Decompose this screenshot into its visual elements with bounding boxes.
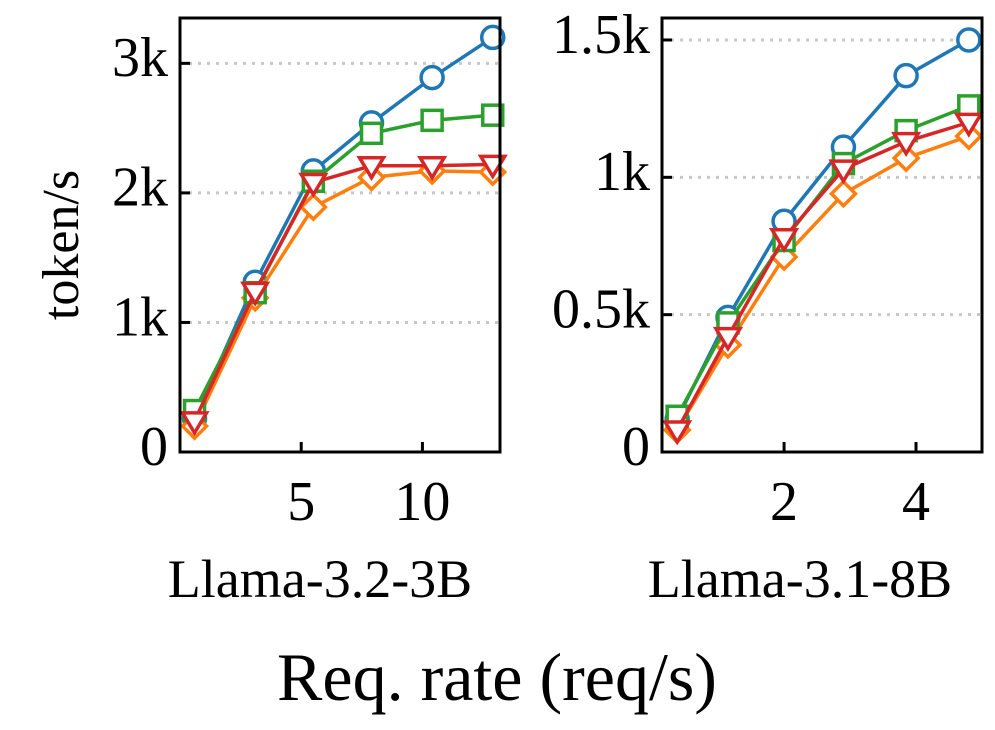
y-tick-label: 0.5k (552, 279, 650, 341)
series-circle (181, 24, 506, 432)
data-point (768, 227, 800, 254)
data-point (953, 112, 984, 138)
data-point (359, 121, 384, 146)
x-tick-label: 2 (770, 471, 798, 533)
x-tick-label: 4 (902, 471, 930, 533)
series-line (192, 113, 493, 412)
y-tick-label: 3k (112, 27, 168, 89)
axes-frame (178, 16, 502, 454)
x-tick-label: 10 (394, 471, 450, 533)
series-line (192, 169, 493, 427)
data-point (419, 64, 445, 91)
series-triangle-down (662, 112, 984, 446)
series-square (665, 94, 981, 429)
y-tick-label: 1.5k (552, 4, 650, 66)
data-point (420, 108, 444, 133)
axes-frame (660, 16, 984, 454)
series-line (192, 162, 493, 422)
y-tick-label: 1k (112, 286, 168, 348)
series-square (182, 103, 505, 423)
data-point (479, 24, 506, 51)
x-tick-label: 5 (287, 471, 315, 533)
series-diamond (180, 156, 508, 441)
panel-label: Llama-3.2-3B (168, 549, 472, 609)
y-tick-label: 2k (112, 157, 168, 219)
data-point (712, 326, 744, 353)
data-point (480, 103, 505, 127)
x-axis-label: Req. rate (req/s) (277, 639, 717, 715)
panel-llama-3-2-3b: 0 1k 2k 3k 5 10 Llama-3.2-3B (112, 16, 508, 609)
data-point (828, 159, 859, 185)
series-line (675, 134, 970, 431)
data-point (891, 143, 921, 173)
data-point (893, 62, 919, 89)
data-point (356, 155, 387, 182)
y-tick-label: 0 (140, 416, 168, 478)
data-point (298, 192, 328, 222)
data-point (828, 179, 858, 209)
panel-llama-3-1-8b: 0 0.5k 1k 1.5k 2 4 Llama-3.1-8B (552, 4, 984, 609)
data-point (179, 411, 210, 437)
data-point (298, 172, 329, 198)
data-point (662, 420, 693, 446)
y-tick-label: 1k (594, 141, 650, 203)
series-line (675, 120, 970, 431)
series-triangle-down (179, 154, 508, 437)
panel-label: Llama-3.1-8B (648, 549, 952, 609)
series-line (675, 38, 970, 420)
data-point (891, 131, 922, 158)
series-line (192, 35, 494, 420)
data-point (417, 155, 448, 182)
y-tick-label: 0 (622, 416, 650, 478)
data-point (956, 27, 982, 53)
y-axis-label: token/s (33, 170, 90, 320)
data-point (240, 281, 271, 307)
